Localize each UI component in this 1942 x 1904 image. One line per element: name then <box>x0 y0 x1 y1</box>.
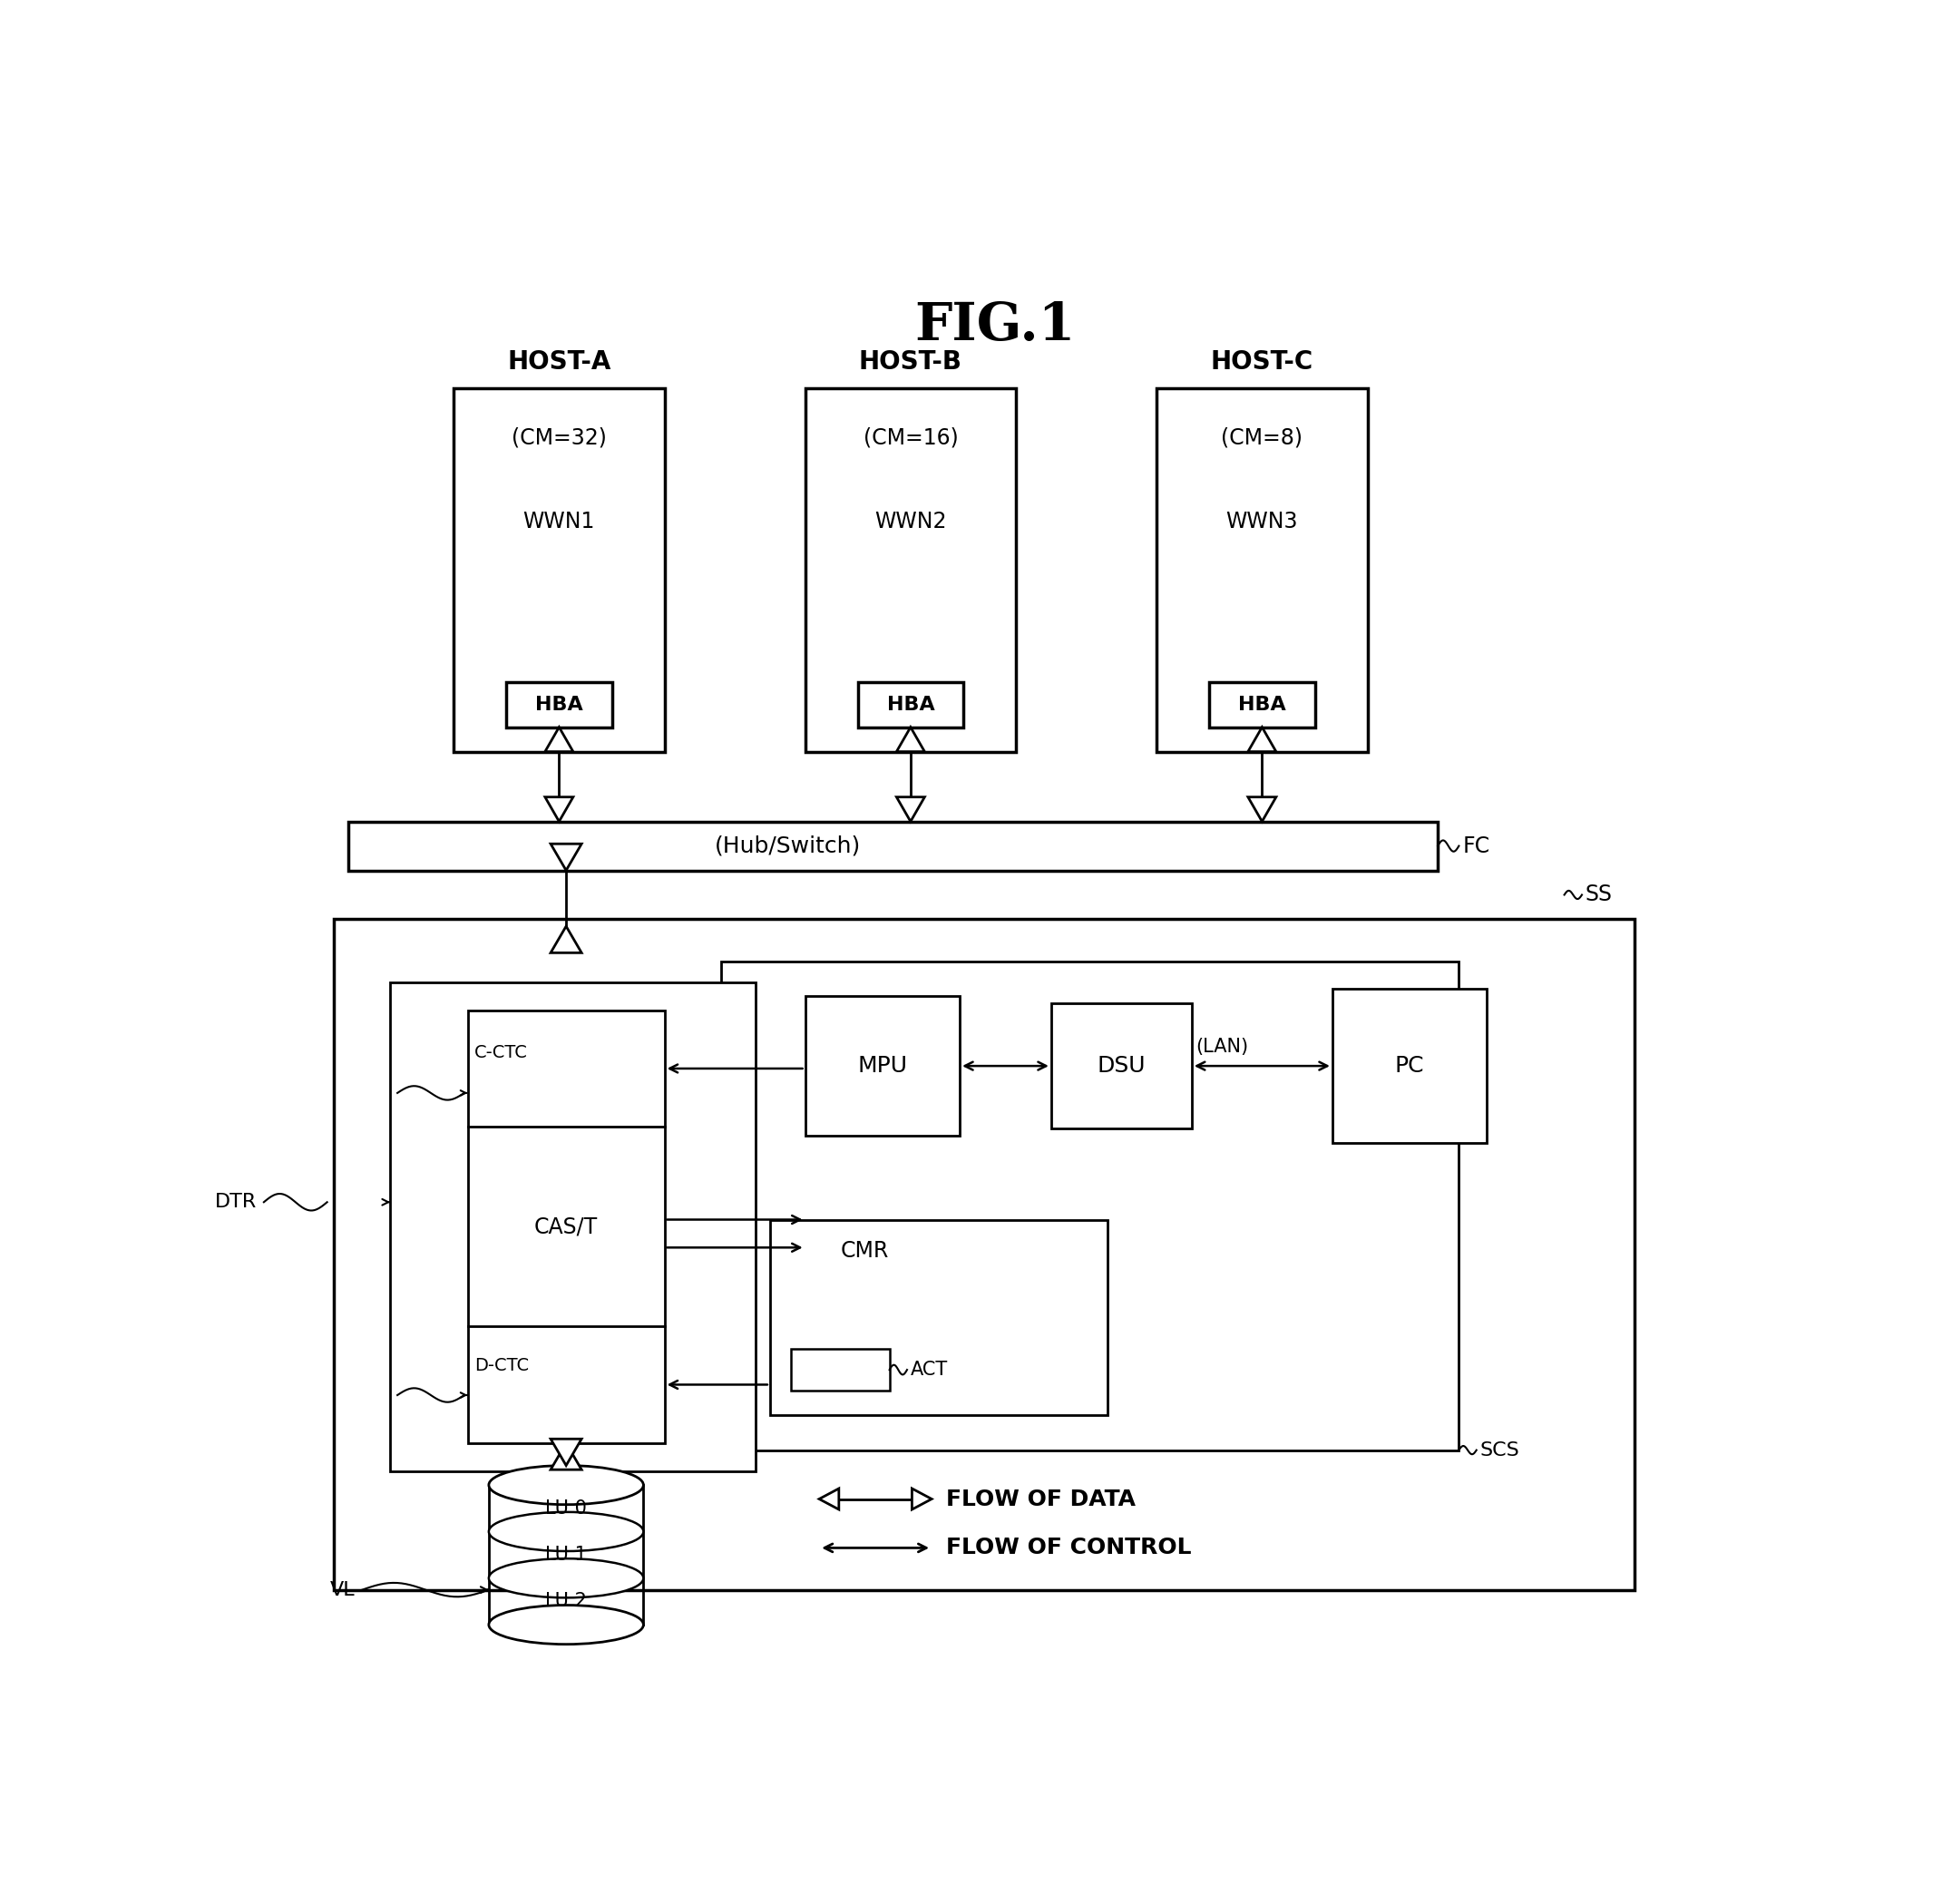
Text: LU 0: LU 0 <box>546 1498 586 1517</box>
Bar <box>769 1220 1107 1415</box>
Text: WWN2: WWN2 <box>874 510 946 531</box>
Text: WWN1: WWN1 <box>522 510 594 531</box>
Text: LU 1: LU 1 <box>546 1546 586 1563</box>
Text: SCS: SCS <box>1480 1441 1521 1458</box>
Bar <box>1210 682 1315 727</box>
Text: (Hub/Switch): (Hub/Switch) <box>715 836 860 857</box>
Text: HBA: HBA <box>1239 695 1286 714</box>
Polygon shape <box>1249 798 1276 821</box>
Text: FC: FC <box>1462 836 1490 857</box>
Polygon shape <box>820 1489 839 1510</box>
Text: SS: SS <box>1585 883 1612 906</box>
Bar <box>468 1009 664 1443</box>
Text: LU 2: LU 2 <box>546 1592 586 1611</box>
Bar <box>1051 1003 1192 1129</box>
Text: MPU: MPU <box>858 1055 907 1078</box>
Polygon shape <box>552 1443 581 1470</box>
Polygon shape <box>897 798 924 821</box>
Bar <box>858 682 963 727</box>
Bar <box>720 962 1458 1451</box>
Polygon shape <box>546 727 573 752</box>
Ellipse shape <box>489 1466 643 1504</box>
Text: DTR: DTR <box>216 1194 256 1211</box>
Text: HOST-C: HOST-C <box>1210 348 1313 375</box>
Text: (LAN): (LAN) <box>1194 1038 1249 1055</box>
Text: FIG.1: FIG.1 <box>915 301 1076 350</box>
Text: (CM=32): (CM=32) <box>511 426 606 447</box>
Ellipse shape <box>489 1559 643 1597</box>
Text: FLOW OF CONTROL: FLOW OF CONTROL <box>946 1537 1190 1559</box>
Bar <box>1332 988 1488 1142</box>
Bar <box>790 1348 889 1390</box>
Polygon shape <box>552 1439 581 1466</box>
Polygon shape <box>552 843 581 870</box>
Polygon shape <box>552 925 581 952</box>
Ellipse shape <box>489 1512 643 1552</box>
Bar <box>454 388 664 752</box>
Bar <box>806 996 959 1137</box>
Polygon shape <box>897 727 924 752</box>
Text: ACT: ACT <box>911 1361 948 1378</box>
Text: CAS/T: CAS/T <box>534 1215 598 1238</box>
Bar <box>334 920 1635 1590</box>
Text: D-CTC: D-CTC <box>474 1358 530 1375</box>
Text: HOST-B: HOST-B <box>858 348 963 375</box>
Ellipse shape <box>489 1605 643 1645</box>
Bar <box>390 982 755 1472</box>
Text: PC: PC <box>1394 1055 1423 1078</box>
Text: DSU: DSU <box>1097 1055 1146 1078</box>
Bar <box>348 821 1437 870</box>
Text: HBA: HBA <box>536 695 583 714</box>
Bar <box>806 388 1016 752</box>
Text: CMR: CMR <box>841 1240 889 1262</box>
Polygon shape <box>546 798 573 821</box>
Text: WWN3: WWN3 <box>1225 510 1297 531</box>
Text: (CM=8): (CM=8) <box>1222 426 1303 447</box>
Text: FLOW OF DATA: FLOW OF DATA <box>946 1489 1136 1510</box>
Text: HOST-A: HOST-A <box>507 348 612 375</box>
Text: C-CTC: C-CTC <box>474 1043 528 1062</box>
Polygon shape <box>1249 727 1276 752</box>
Polygon shape <box>913 1489 932 1510</box>
Bar <box>1157 388 1367 752</box>
Text: HBA: HBA <box>887 695 934 714</box>
Text: VL: VL <box>330 1580 355 1599</box>
Text: (CM=16): (CM=16) <box>862 426 957 447</box>
Bar <box>507 682 612 727</box>
